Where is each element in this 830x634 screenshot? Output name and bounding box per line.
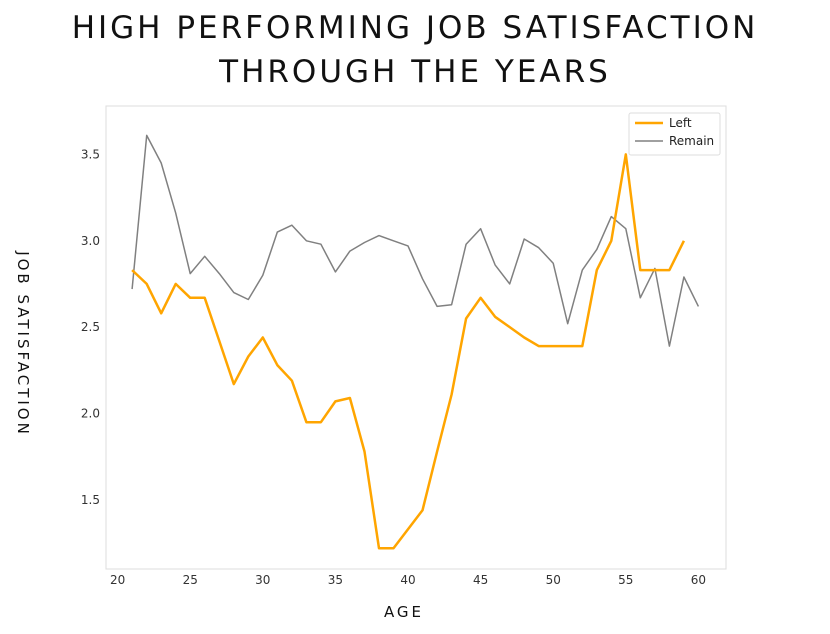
y-axis-ticks: 1.5 2.0 2.5 3.0 3.5	[81, 147, 100, 507]
plot-frame	[105, 105, 727, 570]
y-tick-label: 3.0	[81, 234, 100, 248]
x-tick-label: 60	[691, 573, 706, 587]
y-tick-label: 2.5	[81, 320, 100, 334]
x-axis-ticks: 20 25 30 35 40 45 50 55 60	[110, 573, 706, 587]
series-line-left	[131, 153, 686, 550]
series-line-remain	[131, 134, 700, 347]
series-layer	[131, 134, 700, 550]
legend-label-left: Left	[669, 116, 692, 130]
chart-title-line-2: THROUGH THE YEARS	[219, 54, 611, 90]
chart-title: HIGH PERFORMING JOB SATISFACTION THROUGH…	[0, 6, 830, 94]
x-tick-label: 55	[618, 573, 633, 587]
x-tick-label: 40	[400, 573, 415, 587]
y-tick-label: 2.0	[81, 407, 100, 421]
y-axis-label: JOB SATISFACTION	[14, 250, 32, 437]
y-tick-label: 1.5	[81, 493, 100, 507]
x-tick-label: 45	[473, 573, 488, 587]
x-tick-label: 25	[183, 573, 198, 587]
legend: Left Remain	[628, 112, 721, 156]
x-tick-label: 30	[255, 573, 270, 587]
chart-title-line-1: HIGH PERFORMING JOB SATISFACTION	[71, 10, 759, 46]
x-tick-label: 35	[328, 573, 343, 587]
x-tick-label: 20	[110, 573, 125, 587]
x-axis-label: AGE	[384, 603, 424, 621]
legend-label-remain: Remain	[669, 134, 714, 148]
x-tick-label: 50	[546, 573, 561, 587]
y-tick-label: 3.5	[81, 147, 100, 161]
